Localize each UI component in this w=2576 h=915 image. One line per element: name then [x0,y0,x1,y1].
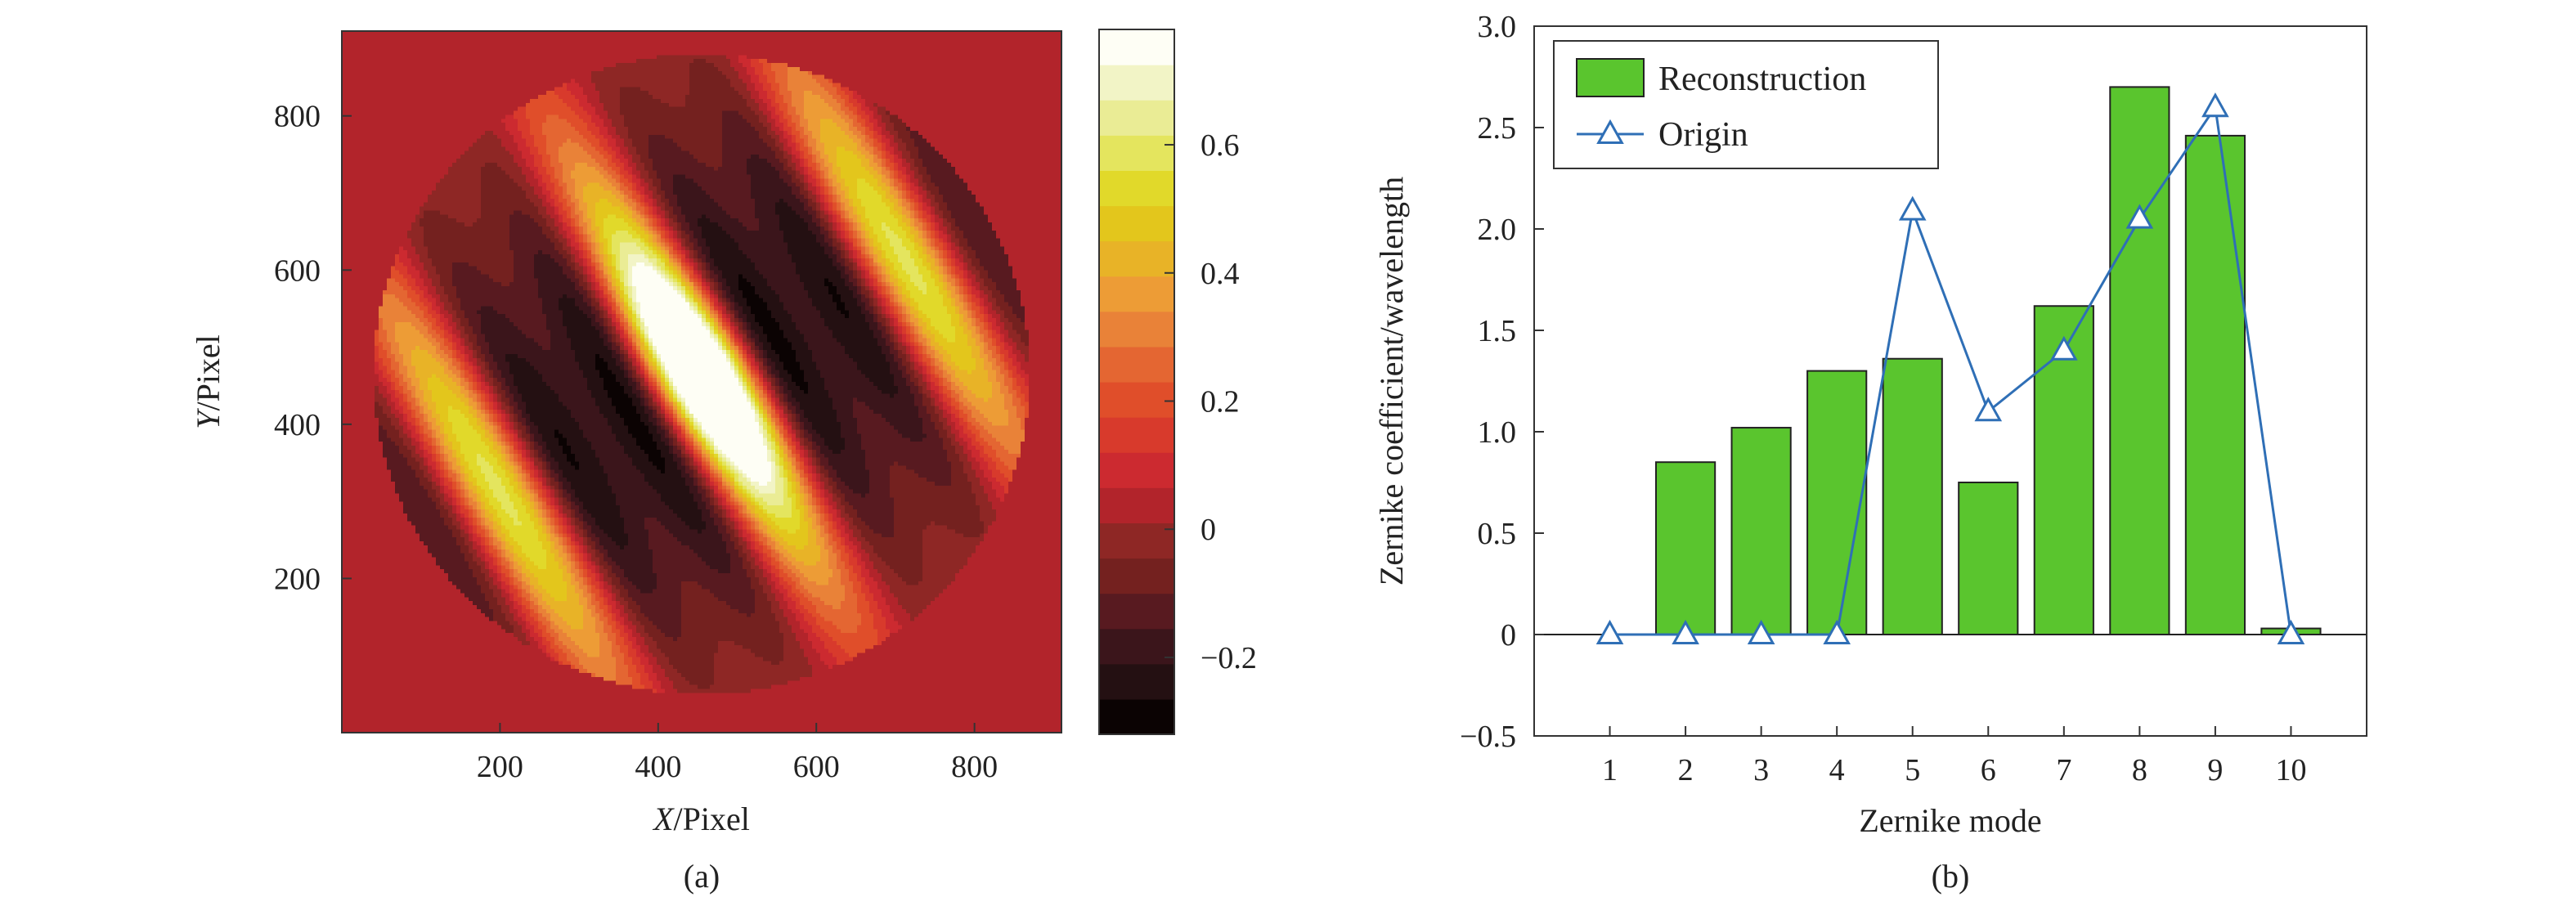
legend-reconstruction-swatch [1577,59,1644,96]
colorbar-tick-label: −0.2 [1200,641,1257,675]
heatmap-y-label: Y/Pixel [190,334,227,429]
bar-y-ticks: −0.5 0 0.5 1.0 1.5 2.0 2.5 3.0 [1460,10,1544,754]
bar-x-tick-label: 10 [2275,753,2306,787]
bar-y-tick-label: 0.5 [1478,517,1517,551]
heatmap-y-tick-label: 600 [274,253,321,288]
colorbar-segment [1099,452,1174,488]
colorbar-tick-label: 0.4 [1200,257,1240,291]
bar-y-tick-label: 1.0 [1478,415,1517,450]
colorbar-segment [1099,594,1174,630]
bar-x-tick-label: 7 [2056,753,2071,787]
legend-origin-label: Origin [1658,116,1748,154]
origin-marker [2204,95,2228,116]
bar-y-tick-label: 0 [1501,618,1516,653]
bar-y-label: Zernike coefficient/wavelength [1373,177,1410,585]
bar-y-tick-label: 1.5 [1478,314,1517,348]
heatmap-x-label: X/Pixel [652,801,750,837]
heatmap-y-tick-label: 200 [274,562,321,596]
bar-x-tick-label: 9 [2207,753,2223,787]
colorbar-segment [1099,347,1174,383]
bar-x-tick-label: 1 [1602,753,1618,787]
bar-x-tick-label: 4 [1829,753,1845,787]
colorbar-segment [1099,558,1174,594]
origin-marker [1901,199,1924,220]
reconstruction-bar [1656,462,1715,635]
panel-b-label: (b) [1932,858,1970,895]
colorbar-segment [1099,629,1174,665]
heatmap-panel: 200 400 600 800 200 400 600 800 X/Pixel Y/Pixe… [190,29,1257,895]
bar-chart-panel: 1 2 3 4 5 6 7 8 9 10 −0.5 0 0.5 1.0 1.5 2.0 2.5 3.0 Zern… [1373,10,2367,895]
colorbar-segment [1099,170,1174,206]
heatmap-y-ticks: 200 400 600 800 [274,100,352,597]
bar-y-tick-label: −0.5 [1460,720,1516,754]
colorbar-tick-label: 0.2 [1200,385,1240,419]
colorbar-tick-label: 0 [1200,513,1216,547]
colorbar-segment [1099,241,1174,277]
legend: Reconstruction Origin [1554,41,1938,168]
colorbar-tick-label: 0.6 [1200,128,1240,163]
heatmap-y-tick-label: 400 [274,408,321,442]
colorbar-segment [1099,523,1174,558]
bar-x-tick-label: 3 [1753,753,1769,787]
heatmap-x-tick-label: 800 [951,750,998,784]
reconstruction-bar [1883,359,1942,635]
origin-marker [1598,622,1622,644]
bar-x-tick-label: 2 [1678,753,1694,787]
colorbar-segment [1099,312,1174,348]
colorbar-segment [1099,135,1174,171]
colorbar-segment [1099,206,1174,242]
colorbar-segment [1099,29,1174,65]
heatmap-x-tick-label: 400 [635,750,681,784]
heatmap-y-tick-label: 800 [274,100,321,134]
bar-y-tick-label: 2.5 [1478,111,1517,146]
bar-y-tick-label: 2.0 [1478,213,1517,247]
heatmap-image [342,31,1061,733]
bar-x-tick-label: 6 [1981,753,1996,787]
colorbar-segment [1099,65,1174,101]
heatmap-x-tick-label: 600 [793,750,840,784]
colorbar-segment [1099,100,1174,136]
reconstruction-bar [1959,482,2017,635]
colorbar-segment [1099,276,1174,312]
origin-marker [1977,399,2000,420]
bar-x-tick-label: 8 [2132,753,2147,787]
colorbar-segment [1099,382,1174,418]
colorbar-segment [1099,417,1174,453]
bar-x-tick-label: 5 [1905,753,1920,787]
reconstruction-bar [1732,428,1791,635]
colorbar-segment [1099,699,1174,735]
legend-reconstruction-label: Reconstruction [1658,61,1866,98]
colorbar-segment [1099,664,1174,700]
heatmap-x-tick-label: 200 [477,750,523,784]
colorbar [1099,29,1174,735]
reconstruction-bar [2186,136,2245,635]
panel-a-label: (a) [684,858,720,895]
reconstruction-bar [2110,87,2169,635]
reconstruction-bar [1807,371,1866,635]
colorbar-ticks: −0.2 0 0.2 0.4 0.6 [1165,128,1257,675]
colorbar-segment [1099,487,1174,523]
bar-y-tick-label: 3.0 [1478,10,1517,44]
bar-x-label: Zernike mode [1859,802,2041,839]
